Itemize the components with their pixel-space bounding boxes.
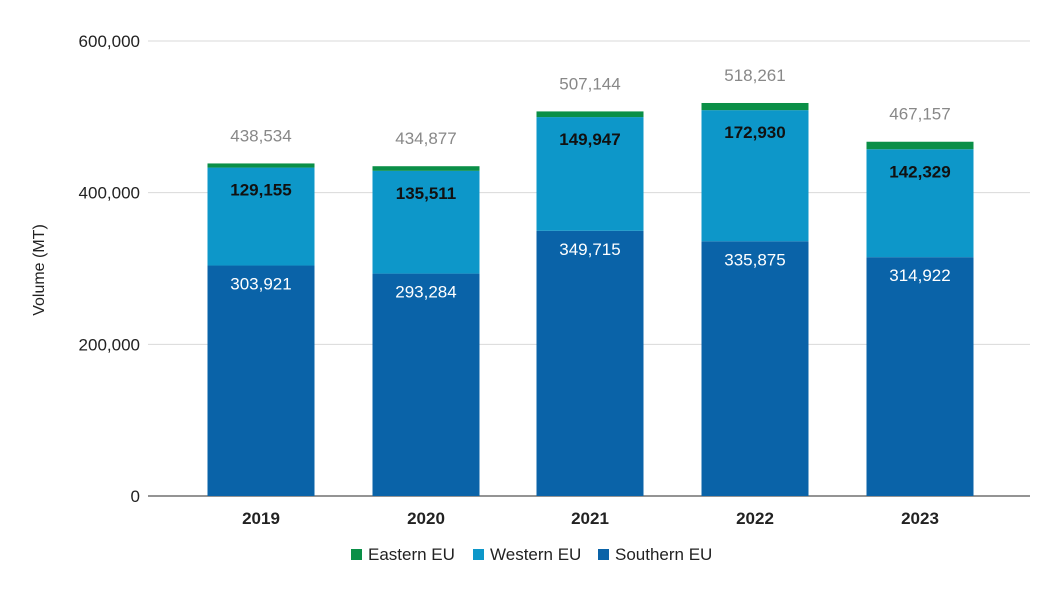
legend-eastern-eu-swatch	[351, 549, 362, 560]
bar-southern-eu	[866, 257, 974, 496]
bar-eastern-eu	[536, 111, 644, 118]
data-label-total: 434,877	[395, 129, 456, 148]
data-label-western-eu: 142,329	[889, 162, 950, 181]
bar-western-eu	[207, 167, 315, 266]
data-label-total: 518,261	[724, 66, 785, 85]
bar-southern-eu	[372, 273, 480, 496]
data-label-total: 438,534	[230, 126, 291, 145]
bars	[207, 102, 974, 497]
bar-southern-eu	[701, 241, 809, 496]
bar-eastern-eu	[207, 163, 315, 168]
x-tick-label: 2020	[407, 509, 445, 528]
data-label-western-eu: 149,947	[559, 130, 620, 149]
y-tick-label: 200,000	[79, 335, 140, 354]
data-label-southern-eu: 303,921	[230, 275, 291, 294]
x-tick-label: 2023	[901, 509, 939, 528]
y-tick-label: 0	[131, 487, 140, 506]
bar-southern-eu	[536, 230, 644, 497]
legend-southern-eu-label: Southern EU	[615, 545, 712, 564]
bar-eastern-eu	[372, 166, 480, 171]
bar-southern-eu	[207, 265, 315, 496]
legend-western-eu-swatch	[473, 549, 484, 560]
x-axis: 2019 2020 2021 2022 2023	[242, 509, 939, 528]
data-label-western-eu: 129,155	[230, 181, 291, 200]
y-tick-label: 600,000	[79, 32, 140, 51]
legend: Eastern EU Western EU Southern EU	[351, 545, 712, 564]
y-tick-label: 400,000	[79, 184, 140, 203]
legend-eastern-eu-label: Eastern EU	[368, 545, 455, 564]
data-label-total: 507,144	[559, 74, 620, 93]
bar-western-eu	[536, 117, 644, 231]
data-label-southern-eu: 335,875	[724, 250, 785, 269]
x-tick-label: 2019	[242, 509, 280, 528]
legend-southern-eu-swatch	[598, 549, 609, 560]
y-axis-label: Volume (MT)	[31, 224, 48, 316]
bar-western-eu	[372, 170, 480, 274]
bar-eastern-eu	[866, 141, 974, 150]
bar-western-eu	[701, 110, 809, 242]
y-axis: 0 200,000 400,000 600,000	[79, 32, 140, 506]
data-label-western-eu: 135,511	[396, 184, 457, 203]
x-tick-label: 2021	[571, 509, 609, 528]
data-label-southern-eu: 349,715	[559, 240, 620, 259]
legend-western-eu-label: Western EU	[490, 545, 581, 564]
bar-eastern-eu	[701, 102, 809, 111]
data-label-southern-eu: 293,284	[395, 283, 456, 302]
data-label-total: 467,157	[889, 105, 950, 124]
bar-western-eu	[866, 149, 974, 258]
data-label-western-eu: 172,930	[724, 123, 785, 142]
data-label-southern-eu: 314,922	[889, 266, 950, 285]
data-labels: 303,921 129,155 438,534 293,284 135,511 434,8…	[230, 66, 950, 302]
x-tick-label: 2022	[736, 509, 774, 528]
